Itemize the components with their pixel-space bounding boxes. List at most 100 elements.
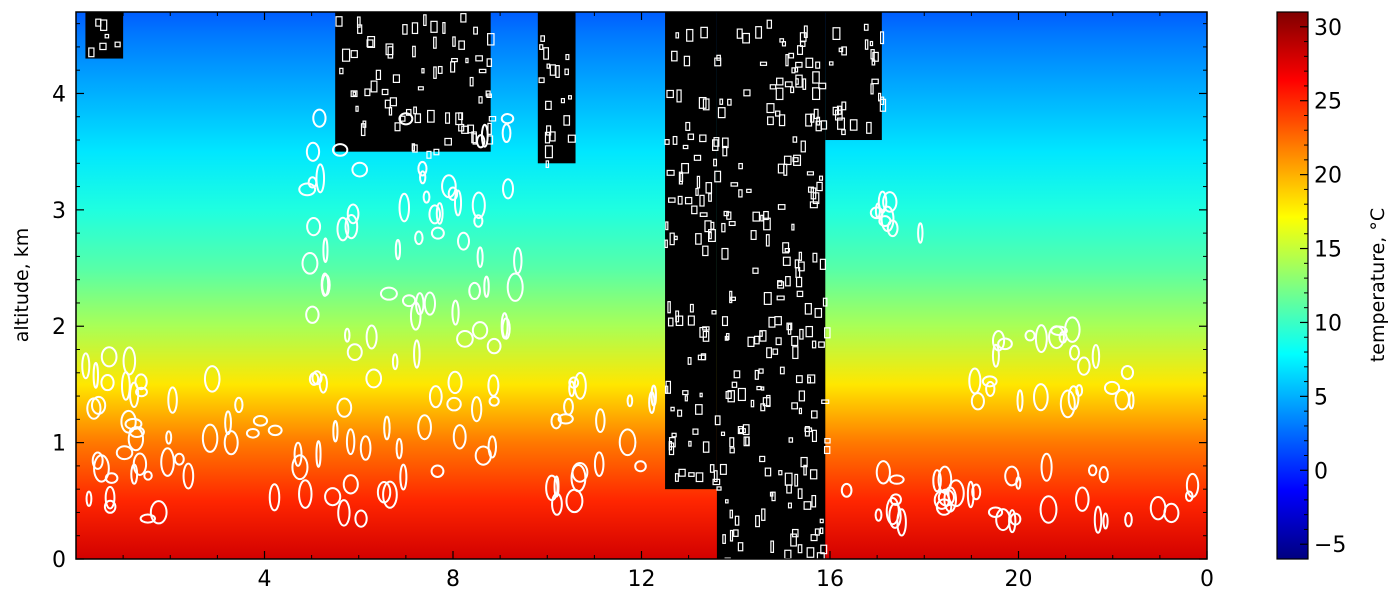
y-axis: 0 1 2 3 4 [52,23,1207,573]
speckle [815,120,822,132]
cloud-contour [298,479,313,509]
cloud-contour [593,451,605,477]
speckle [797,488,803,499]
y-tick-label: 0 [52,548,66,573]
speckle [708,231,712,240]
speckle [545,160,550,169]
cloud-contour [332,420,339,443]
speckle [806,547,815,558]
speckle [367,35,376,48]
speckle [752,211,761,222]
cloud-contour [346,343,363,362]
cloud-contour [379,286,398,301]
cloud-contour [896,508,907,537]
x-tick-label: 20 [1005,567,1033,592]
cloud-contour [447,370,463,395]
speckle [809,469,818,480]
x-tick-label: 0 [1200,567,1214,592]
speckle [754,369,759,380]
speckle [763,291,772,305]
cloud-contour [81,352,91,380]
speckle [695,472,704,483]
speckle [427,109,435,123]
speckle [712,139,719,151]
speckle [721,247,729,260]
cloud-contour [399,463,408,491]
cloud-contour [115,445,134,461]
speckle [687,357,692,365]
speckle [791,223,795,231]
cloud-contour [419,170,427,185]
speckle [708,193,712,202]
speckle [402,24,408,35]
speckle [699,326,707,338]
speckle [815,61,821,69]
cloud-contour [234,396,244,414]
speckle [755,515,760,528]
speckle [699,194,705,207]
speckle [822,297,828,307]
speckle [695,187,699,196]
speckle [711,310,717,315]
speckle [721,316,729,327]
cloud-contour [1184,490,1194,502]
speckle [486,58,493,67]
speckle [805,57,814,68]
cloud-contour [1128,391,1135,410]
speckle [790,533,797,547]
speckle [538,77,545,84]
speckle [355,105,359,112]
cloud-contour [568,380,576,398]
speckle [770,540,775,553]
speckle [733,370,741,379]
speckle [772,348,779,355]
speckle [763,210,769,221]
speckle [836,105,842,115]
speckle [689,303,694,313]
speckle [722,145,728,157]
speckle [821,399,830,404]
cloud-contour [474,445,492,466]
cloud-contour [453,189,463,217]
speckle [866,121,872,134]
speckle [738,162,743,170]
speckle [699,134,707,143]
cloud-contour [428,385,443,409]
cloud-contour [365,368,383,389]
speckle [791,335,799,347]
cloud-contour [473,214,484,228]
speckle [795,74,803,88]
speckle [704,220,712,233]
cloud-contour [456,330,474,348]
speckle [812,252,818,263]
cloud-contour [103,499,117,514]
speckle [731,381,738,388]
speckle [546,63,551,69]
cloud-contour [968,367,982,395]
speckle [366,39,374,48]
speckle [816,181,823,192]
speckle [769,84,777,90]
speckle [381,88,389,96]
speckle [763,217,771,231]
speckle [750,230,757,240]
y-tick-label: 1 [52,432,66,457]
speckle [671,432,677,438]
cloud-contour [1149,495,1167,521]
speckle [800,456,808,468]
cloud-contour [1048,325,1065,350]
speckle [871,59,876,66]
speckle [737,387,746,402]
speckle [668,442,675,456]
speckle [683,55,691,67]
cloud-contour [1075,384,1084,397]
speckle [759,455,766,463]
speckle [698,96,707,109]
speckle [699,392,703,398]
cloud-contour [501,123,512,144]
speckle [784,247,790,253]
speckle [684,196,693,205]
speckle [743,436,750,447]
cloud-contour [337,499,351,527]
speckle [800,140,806,153]
